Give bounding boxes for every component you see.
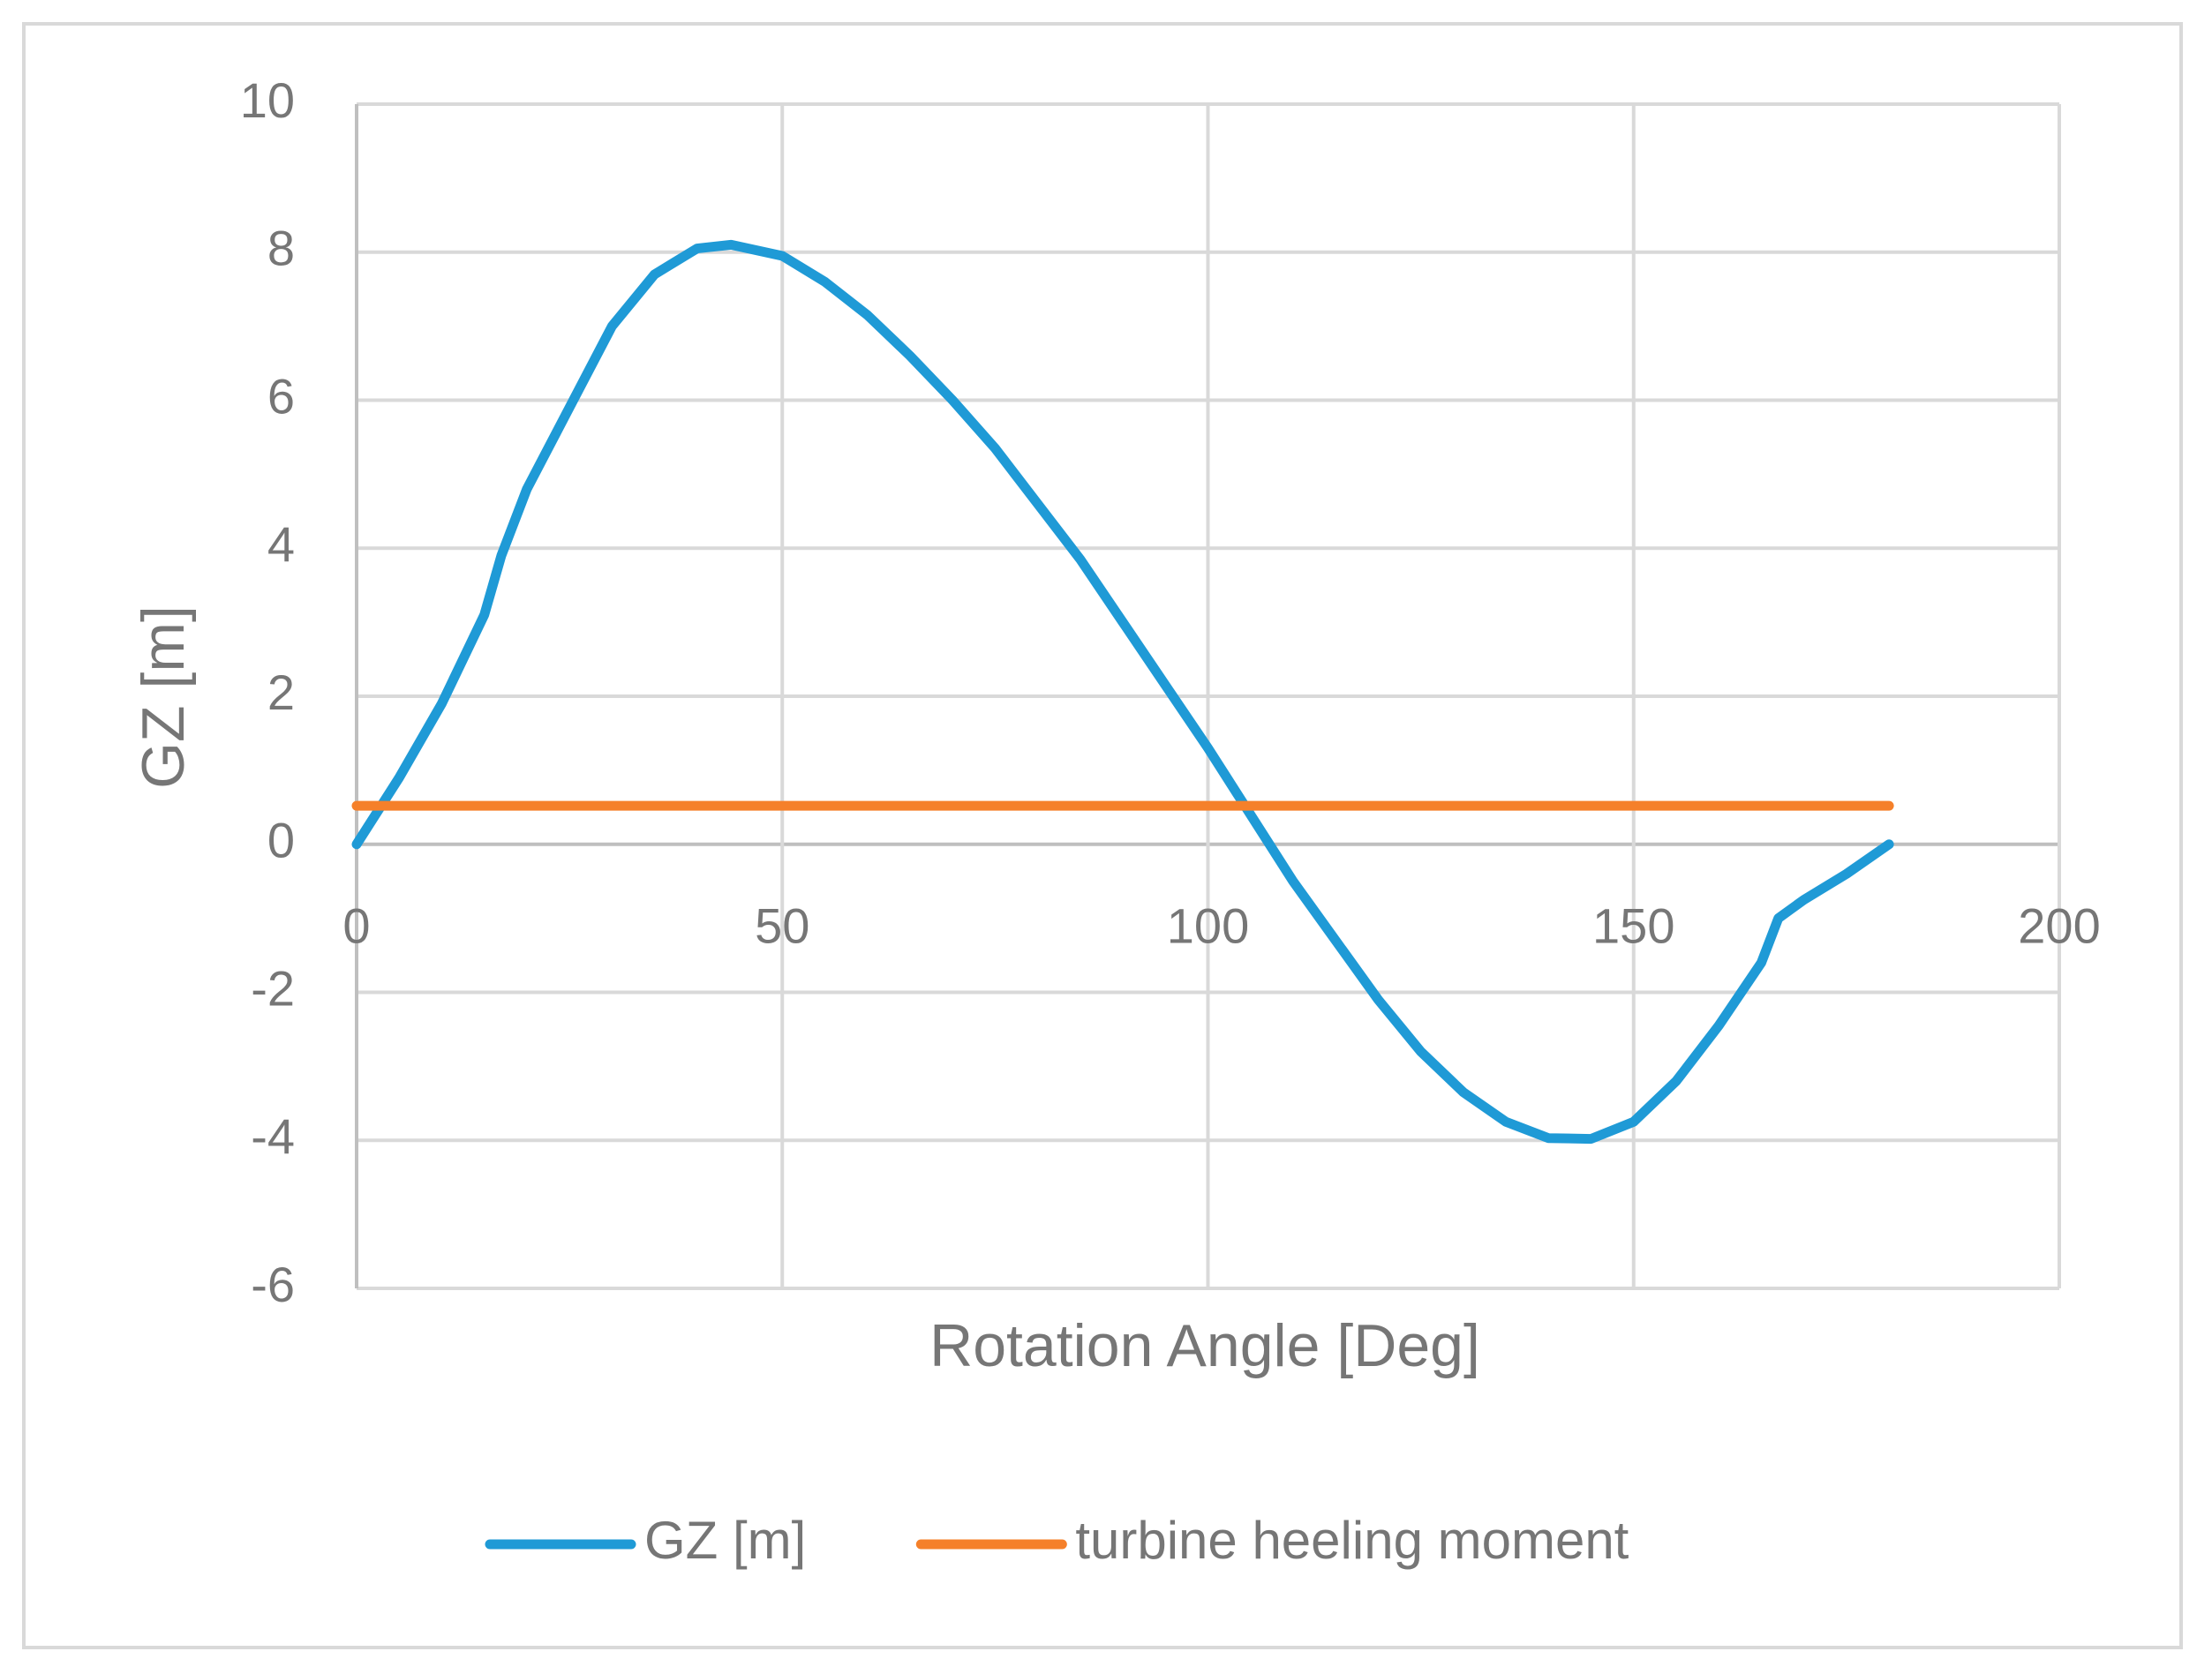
x-tick-label: 0 bbox=[342, 898, 370, 954]
plot-lines bbox=[351, 239, 1894, 1145]
legend-label: turbine heeling moment bbox=[1075, 1511, 1629, 1570]
y-tick-label: -6 bbox=[251, 1257, 295, 1312]
legend: GZ [m] turbine heeling moment bbox=[485, 1511, 1629, 1570]
x-tick-label: 100 bbox=[1167, 898, 1249, 954]
chart-border bbox=[22, 22, 2183, 1649]
y-tick-label: -4 bbox=[251, 1108, 295, 1164]
y-tick-label: 0 bbox=[267, 813, 295, 868]
y-tick-label: 10 bbox=[240, 72, 295, 128]
x-tick-label: 50 bbox=[755, 898, 809, 954]
y-axis-title: GZ [m] bbox=[130, 605, 197, 789]
legend-label: GZ [m] bbox=[644, 1511, 806, 1570]
data-line bbox=[351, 239, 1894, 1145]
y-tick-label: 2 bbox=[267, 664, 295, 720]
y-tick-label: 8 bbox=[267, 221, 295, 276]
y-tick-label: -2 bbox=[251, 960, 295, 1016]
x-tick-label: 200 bbox=[2018, 898, 2100, 954]
y-tick-label: 6 bbox=[267, 368, 295, 424]
y-tick-label: 4 bbox=[267, 516, 295, 572]
x-tick-label: 150 bbox=[1592, 898, 1674, 954]
x-axis-title: Rotation Angle [Deg] bbox=[929, 1312, 1480, 1379]
